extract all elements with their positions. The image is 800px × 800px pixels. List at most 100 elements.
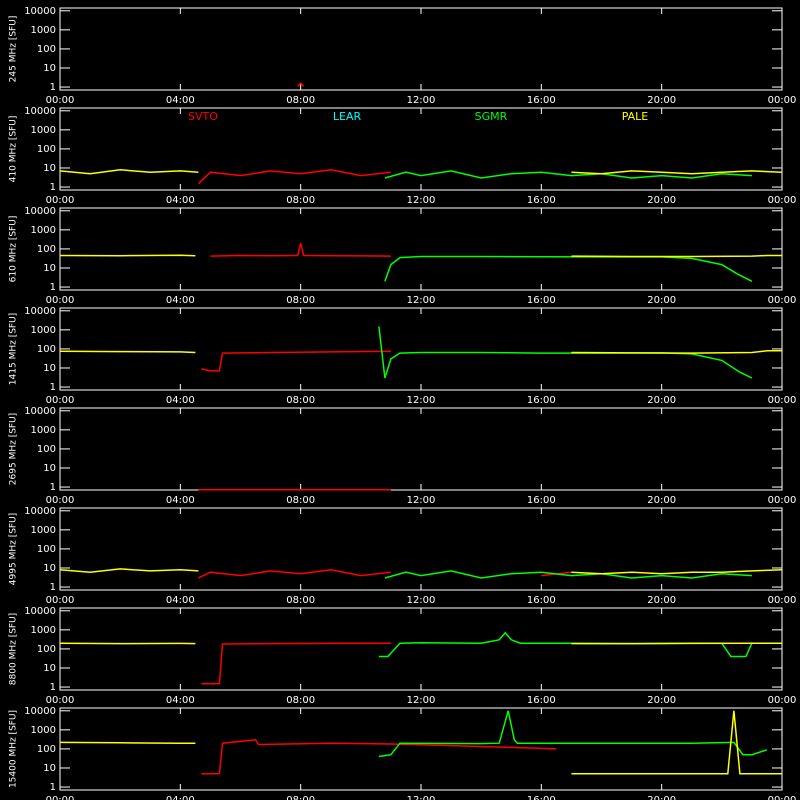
x-tick-label: 00:00 — [46, 295, 75, 306]
y-tick-label: 10 — [43, 163, 56, 174]
plot-frame — [59, 207, 783, 291]
y-tick-label: 10 — [43, 663, 56, 674]
y-tick-label: 1 — [50, 282, 56, 293]
x-tick-label: 20:00 — [647, 795, 676, 800]
series-line — [384, 255, 753, 282]
x-tick-label: 00:00 — [46, 495, 75, 506]
y-tick-label: 1 — [50, 582, 56, 593]
y-tick-label: 100 — [37, 344, 56, 355]
x-tick-label: 16:00 — [527, 95, 556, 106]
y-tick-label: 1 — [50, 82, 56, 93]
series-line — [384, 570, 752, 579]
x-tick-label: 00:00 — [46, 95, 75, 106]
series-line — [197, 169, 391, 185]
legend-label: LEAR — [333, 110, 362, 123]
x-tick-label: 16:00 — [527, 195, 556, 206]
x-tick-label: 04:00 — [166, 195, 195, 206]
y-axis-label: 4995 MHz [SFU] — [9, 513, 19, 585]
series-line — [59, 254, 782, 258]
y-tick-label: 1000 — [31, 625, 56, 636]
y-axis-label: 1415 MHz [SFU] — [9, 313, 19, 385]
plot-frame — [59, 507, 783, 591]
x-tick-label: 04:00 — [166, 495, 195, 506]
series-line — [59, 710, 782, 775]
plot-frame — [59, 307, 783, 391]
series-line — [59, 350, 782, 354]
y-tick-label: 10 — [43, 63, 56, 74]
x-tick-label: 08:00 — [286, 695, 315, 706]
y-tick-label: 1000 — [31, 25, 56, 36]
x-tick-label: 00:00 — [768, 595, 797, 606]
x-tick-label: 16:00 — [527, 295, 556, 306]
y-tick-label: 10000 — [24, 306, 56, 317]
y-tick-label: 100 — [37, 44, 56, 55]
x-tick-label: 08:00 — [286, 495, 315, 506]
plot-frame — [59, 107, 783, 191]
x-tick-label: 00:00 — [46, 695, 75, 706]
y-tick-label: 100 — [37, 144, 56, 155]
y-tick-label: 100 — [37, 244, 56, 255]
x-tick-label: 20:00 — [647, 595, 676, 606]
x-tick-label: 20:00 — [647, 295, 676, 306]
x-tick-label: 12:00 — [407, 695, 436, 706]
x-tick-label: 00:00 — [768, 195, 797, 206]
legend-label: SGMR — [475, 110, 508, 123]
y-tick-label: 1000 — [31, 425, 56, 436]
y-tick-label: 1000 — [31, 725, 56, 736]
x-tick-label: 16:00 — [527, 695, 556, 706]
y-tick-label: 1000 — [31, 325, 56, 336]
x-tick-label: 04:00 — [166, 395, 195, 406]
x-tick-label: 12:00 — [407, 795, 436, 800]
legend-label: PALE — [622, 110, 649, 123]
y-axis-label: 610 MHz [SFU] — [9, 216, 19, 283]
x-tick-label: 04:00 — [166, 595, 195, 606]
y-tick-label: 10000 — [24, 506, 56, 517]
plot-frame — [59, 407, 783, 491]
series-line — [201, 642, 391, 685]
y-tick-label: 1 — [50, 782, 56, 793]
y-tick-label: 1 — [50, 182, 56, 193]
series-line — [201, 350, 391, 372]
x-tick-label: 00:00 — [46, 195, 75, 206]
plot-frame — [59, 707, 783, 791]
x-tick-label: 16:00 — [527, 595, 556, 606]
x-tick-label: 16:00 — [527, 395, 556, 406]
series-line — [384, 170, 752, 179]
y-tick-label: 10000 — [24, 106, 56, 117]
legend-label: SVTO — [188, 110, 218, 123]
y-tick-label: 1000 — [31, 525, 56, 536]
x-tick-label: 08:00 — [286, 95, 315, 106]
x-tick-label: 04:00 — [166, 95, 195, 106]
y-tick-label: 1000 — [31, 225, 56, 236]
x-tick-label: 04:00 — [166, 695, 195, 706]
x-tick-label: 08:00 — [286, 295, 315, 306]
y-axis-label: 245 MHz [SFU] — [9, 16, 19, 83]
plot-frame — [59, 7, 783, 91]
x-tick-label: 12:00 — [407, 395, 436, 406]
y-tick-label: 100 — [37, 644, 56, 655]
x-tick-label: 12:00 — [407, 595, 436, 606]
x-tick-label: 12:00 — [407, 495, 436, 506]
plot-frame — [59, 607, 783, 691]
y-tick-label: 10 — [43, 563, 56, 574]
y-tick-label: 10 — [43, 463, 56, 474]
y-tick-label: 10000 — [24, 606, 56, 617]
y-axis-label: 8800 MHz [SFU] — [9, 613, 19, 685]
x-tick-label: 12:00 — [407, 295, 436, 306]
y-tick-label: 10000 — [24, 406, 56, 417]
y-tick-label: 10000 — [24, 6, 56, 17]
y-tick-label: 100 — [37, 744, 56, 755]
y-axis-label: 2695 MHz [SFU] — [9, 413, 19, 485]
x-tick-label: 20:00 — [647, 95, 676, 106]
x-tick-label: 04:00 — [166, 295, 195, 306]
x-tick-label: 20:00 — [647, 495, 676, 506]
x-tick-label: 16:00 — [527, 795, 556, 800]
y-tick-label: 10000 — [24, 706, 56, 717]
y-tick-label: 10 — [43, 263, 56, 274]
y-tick-label: 10000 — [24, 206, 56, 217]
y-tick-label: 1 — [50, 482, 56, 493]
x-tick-label: 16:00 — [527, 495, 556, 506]
x-tick-label: 08:00 — [286, 395, 315, 406]
